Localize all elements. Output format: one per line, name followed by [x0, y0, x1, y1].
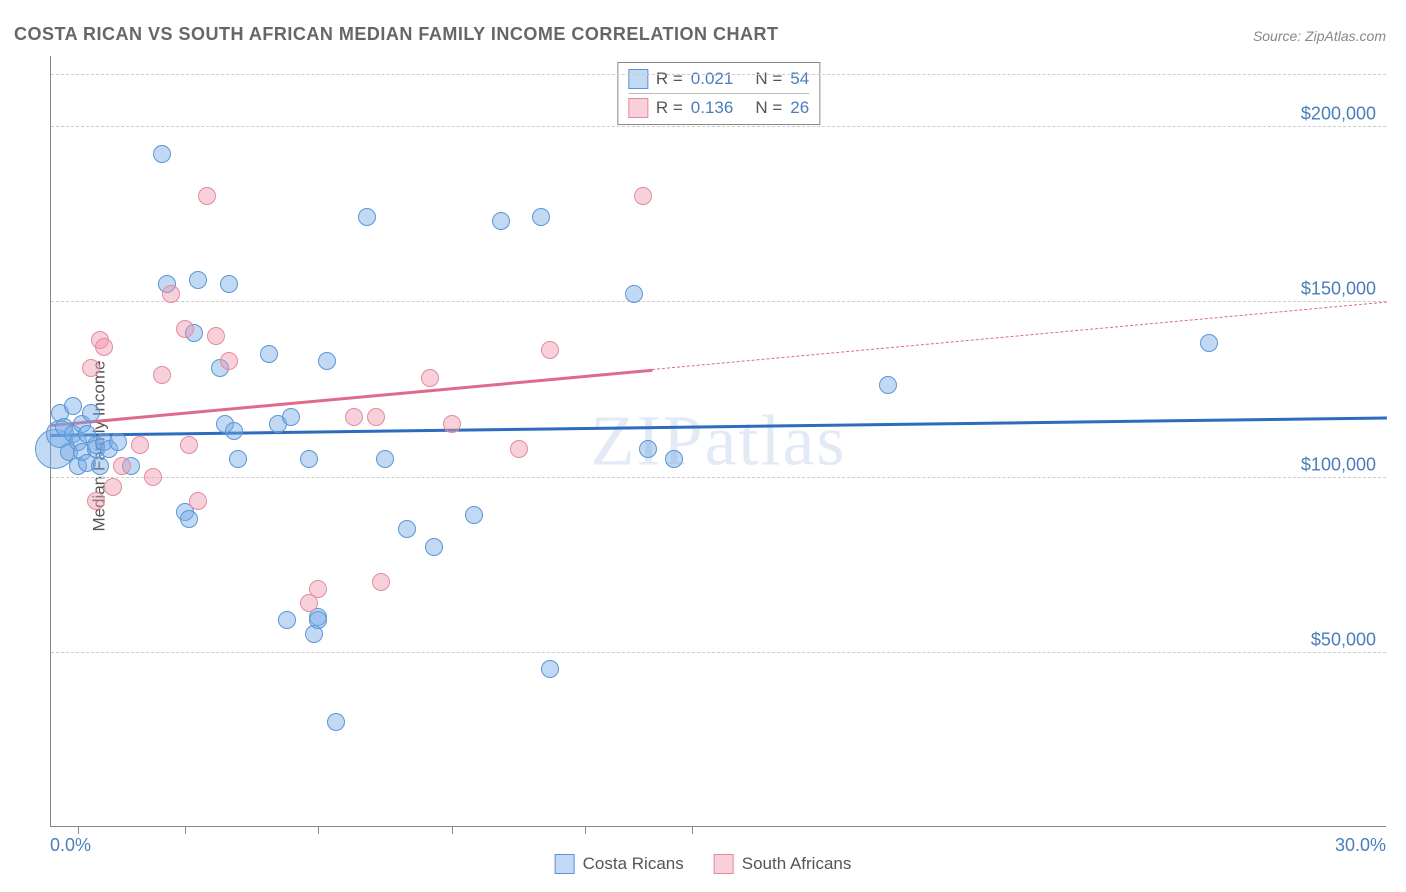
data-point	[300, 450, 318, 468]
plot-area: ZIPatlas R = 0.021N = 54R = 0.136N = 26 …	[50, 56, 1386, 827]
data-point	[358, 208, 376, 226]
stat-n-label: N =	[755, 69, 782, 89]
data-point	[510, 440, 528, 458]
data-point	[665, 450, 683, 468]
stat-r-label: R =	[656, 98, 683, 118]
stat-n-label: N =	[755, 98, 782, 118]
data-point	[309, 580, 327, 598]
data-point	[639, 440, 657, 458]
series-swatch	[628, 98, 648, 118]
data-point	[425, 538, 443, 556]
x-tick	[78, 826, 79, 834]
stat-n-value: 26	[790, 98, 809, 118]
data-point	[376, 450, 394, 468]
data-point	[104, 478, 122, 496]
x-tick	[452, 826, 453, 834]
y-tick-label: $50,000	[1311, 629, 1376, 650]
stat-r-value: 0.136	[691, 98, 734, 118]
y-tick-label: $150,000	[1301, 279, 1376, 300]
data-point	[634, 187, 652, 205]
data-point	[82, 404, 100, 422]
data-point	[1200, 334, 1218, 352]
x-tick	[692, 826, 693, 834]
stat-r-value: 0.021	[691, 69, 734, 89]
gridline-top	[51, 74, 1386, 75]
gridline	[51, 477, 1386, 478]
data-point	[207, 327, 225, 345]
data-point	[398, 520, 416, 538]
data-point	[327, 713, 345, 731]
legend-label: South Africans	[742, 854, 852, 874]
y-tick-label: $200,000	[1301, 104, 1376, 125]
data-point	[532, 208, 550, 226]
gridline	[51, 652, 1386, 653]
trend-line	[51, 417, 1387, 437]
data-point	[64, 397, 82, 415]
data-point	[153, 366, 171, 384]
stats-legend-box: R = 0.021 N = 54 R = 0.136 N = 26	[617, 62, 820, 125]
data-point	[82, 359, 100, 377]
data-point	[465, 506, 483, 524]
x-tick	[318, 826, 319, 834]
data-point	[189, 271, 207, 289]
legend-swatch	[555, 854, 575, 874]
data-point	[309, 611, 327, 629]
data-point	[229, 450, 247, 468]
legend-swatch	[714, 854, 734, 874]
x-axis-min-label: 0.0%	[50, 835, 91, 856]
legend-item: South Africans	[714, 854, 852, 874]
stat-r-label: R =	[656, 69, 683, 89]
data-point	[113, 457, 131, 475]
trend-line-dashed	[652, 301, 1387, 369]
data-point	[541, 341, 559, 359]
gridline	[51, 301, 1386, 302]
data-point	[220, 275, 238, 293]
watermark-text: ZIPatlas	[591, 400, 847, 483]
chart-container: COSTA RICAN VS SOUTH AFRICAN MEDIAN FAMI…	[0, 0, 1406, 892]
data-point	[109, 433, 127, 451]
data-point	[91, 457, 109, 475]
data-point	[144, 468, 162, 486]
stats-row: R = 0.136 N = 26	[628, 93, 809, 120]
data-point	[625, 285, 643, 303]
data-point	[278, 611, 296, 629]
data-point	[220, 352, 238, 370]
data-point	[282, 408, 300, 426]
legend-label: Costa Ricans	[583, 854, 684, 874]
data-point	[162, 285, 180, 303]
stat-n-value: 54	[790, 69, 809, 89]
data-point	[318, 352, 336, 370]
stats-row: R = 0.021 N = 54	[628, 67, 809, 91]
data-point	[176, 320, 194, 338]
data-point	[180, 510, 198, 528]
data-point	[443, 415, 461, 433]
data-point	[131, 436, 149, 454]
series-swatch	[628, 69, 648, 89]
chart-title: COSTA RICAN VS SOUTH AFRICAN MEDIAN FAMI…	[14, 24, 779, 45]
data-point	[372, 573, 390, 591]
data-point	[87, 492, 105, 510]
x-tick	[585, 826, 586, 834]
data-point	[225, 422, 243, 440]
x-tick	[185, 826, 186, 834]
y-tick-label: $100,000	[1301, 454, 1376, 475]
data-point	[95, 338, 113, 356]
data-point	[345, 408, 363, 426]
data-point	[180, 436, 198, 454]
data-point	[260, 345, 278, 363]
source-label: Source: ZipAtlas.com	[1253, 28, 1386, 44]
data-point	[421, 369, 439, 387]
bottom-legend: Costa Ricans South Africans	[555, 854, 852, 874]
legend-item: Costa Ricans	[555, 854, 684, 874]
data-point	[541, 660, 559, 678]
x-axis-max-label: 30.0%	[1335, 835, 1386, 856]
data-point	[367, 408, 385, 426]
data-point	[492, 212, 510, 230]
gridline	[51, 126, 1386, 127]
data-point	[879, 376, 897, 394]
data-point	[153, 145, 171, 163]
data-point	[189, 492, 207, 510]
data-point	[198, 187, 216, 205]
